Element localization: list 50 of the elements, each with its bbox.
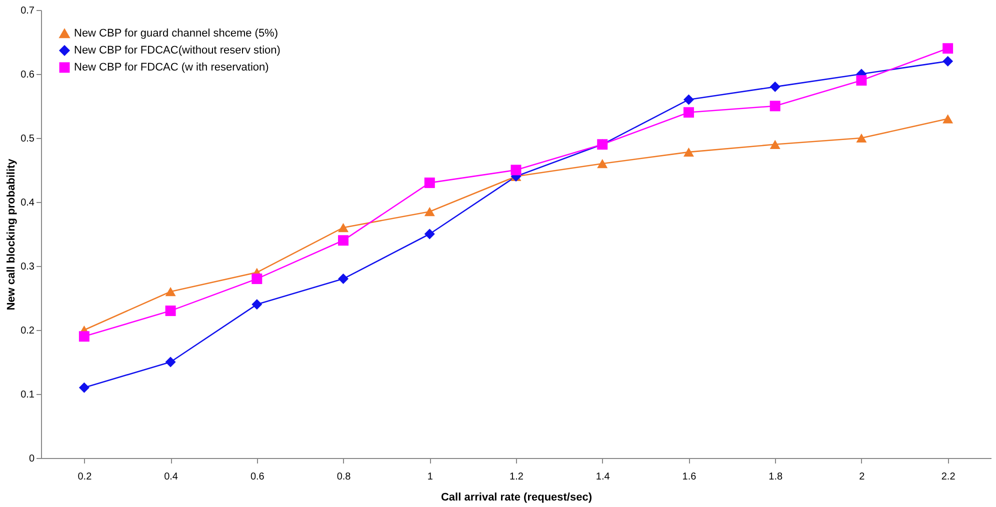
point [424,178,435,188]
y-tick-label: 0.2 [20,326,35,336]
point [510,164,522,176]
x-tick-label: 1.2 [510,472,524,482]
point [942,43,954,54]
point [770,100,780,112]
point [770,82,780,92]
point [165,306,176,316]
y-tick-label: 0 [28,454,35,464]
x-tick-label: 0.4 [164,472,178,482]
legend-label: New CBP for guard channel shceme (5%) [74,28,278,40]
point [683,94,694,105]
point [252,299,262,310]
y-tick-label: 0.6 [20,70,35,80]
y-tick-label: 0.5 [20,134,35,144]
point [338,274,349,284]
point [942,114,954,124]
point [856,75,867,86]
point [856,133,867,143]
x-tick-label: 1.6 [682,472,697,482]
x-tick-label: 0.8 [336,472,352,482]
point [683,107,694,118]
x-tick-label: 2 [859,472,866,482]
point [683,148,694,157]
y-tick-label: 0.4 [20,198,35,208]
y-tick-label: 0.3 [20,262,35,272]
point [165,356,176,368]
x-tick-label: 1 [427,472,434,482]
point [942,56,954,66]
point [770,140,780,149]
y-tick-label: 0.7 [20,6,35,16]
point [78,331,90,342]
point [338,223,349,232]
point [252,274,262,284]
x-tick-label: 0.6 [250,472,265,482]
point [424,207,435,216]
point [78,382,90,393]
x-axis-title: Call arrival rate (request/sec) [440,492,592,504]
legend-label: New CBP for FDCAC (w ith reservation) [74,62,269,74]
y-tick-label: 0.1 [20,390,35,400]
point [165,287,176,296]
x-tick-label: 1.4 [596,472,610,482]
x-tick-label: 1.8 [768,472,783,482]
point [424,228,435,240]
y-axis-title: New call blocking probability [6,158,18,310]
legend-label: New CBP for FDCAC(without reserv stion) [74,44,280,56]
point [597,159,608,168]
point [338,235,349,246]
x-tick-label: 2.2 [941,472,956,482]
x-tick-label: 0.2 [78,472,92,482]
